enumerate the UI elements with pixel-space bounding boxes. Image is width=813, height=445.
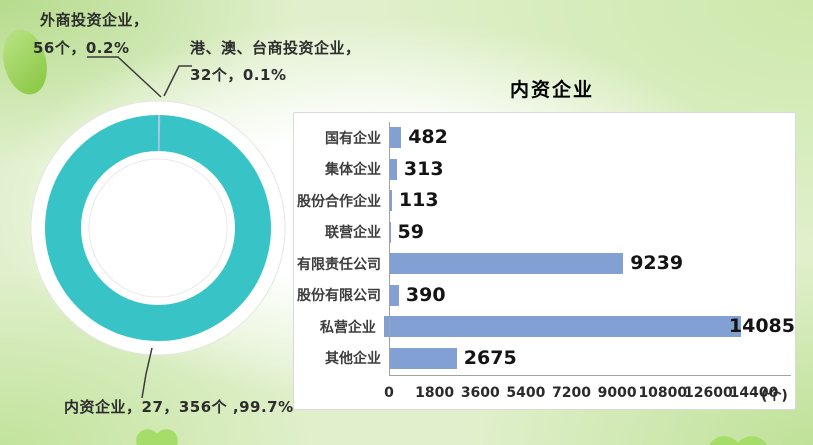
- donut-foreign-sliver-segment: [45, 115, 271, 341]
- bar-track: 9239: [389, 252, 795, 275]
- bar-category-label: 股份合作企业: [297, 193, 381, 210]
- bar-track: 390: [389, 283, 795, 306]
- donut-domestic-segment: [45, 115, 271, 341]
- bar-value-label: 2675: [463, 346, 517, 369]
- bar-rows: 国有企业 482 集体企业 313 股份合作企业 113 联营企业 59 有限责任公司 9239 股…: [294, 122, 795, 374]
- bar-value-label: 14085: [728, 315, 795, 338]
- leader-line-domestic: [141, 347, 153, 399]
- x-axis-tick-label: 9000: [597, 385, 637, 401]
- bar-row: 联营企业 59: [294, 217, 795, 249]
- bar-value-label: 9239: [630, 252, 684, 275]
- donut-outer-plate: [30, 100, 286, 356]
- bar: [389, 127, 402, 149]
- leader-line-hmt: [163, 65, 192, 97]
- bar-category-label: 联营企业: [325, 225, 381, 242]
- bar-row: 股份合作企业 113: [294, 185, 795, 217]
- bar-row: 股份有限公司 390: [294, 280, 795, 312]
- bar-row: 有限责任公司 9239: [294, 248, 795, 280]
- bar-track: 2675: [389, 346, 795, 369]
- x-axis-tick-label: 7200: [552, 385, 591, 401]
- x-axis-line: [389, 375, 791, 376]
- x-axis-tick-label: 3600: [460, 385, 500, 401]
- heart-shape: [709, 436, 767, 445]
- callout-foreign-value: 56个，0.2%: [33, 39, 130, 57]
- bar-track: 482: [389, 126, 795, 149]
- bar-track: 14085: [383, 315, 795, 338]
- heart-shape: [136, 429, 178, 445]
- bar: [389, 253, 624, 275]
- callout-hmt-name: 港、澳、台商投资企业，: [190, 39, 361, 57]
- callout-hmt-value: 32个，0.1%: [190, 66, 287, 84]
- bar: [389, 158, 397, 180]
- bar-chart-title: 内资企业: [510, 79, 595, 101]
- bar-row: 其他企业 2675: [294, 343, 795, 375]
- x-axis-tick-label: 12600: [684, 385, 733, 401]
- callout-domestic: 内资企业，27，356个 ,99.7%: [64, 398, 294, 416]
- x-axis-tick-label: 0: [384, 385, 394, 401]
- leaf-decoration: [3, 29, 47, 95]
- bar-category-label: 有限责任公司: [297, 256, 381, 273]
- bar: [389, 190, 392, 212]
- bar: [383, 316, 741, 338]
- x-axis-tick-label: 1800: [415, 385, 455, 401]
- bar-track: 59: [389, 220, 795, 243]
- leader-line-foreign: [87, 56, 162, 98]
- bar-row: 国有企业 482: [294, 122, 795, 154]
- bar-row: 私营企业 14085: [294, 311, 795, 343]
- bar-value-label: 390: [405, 283, 446, 306]
- bar-category-label: 国有企业: [325, 130, 381, 147]
- heart-decoration-bottom-right: [709, 436, 767, 445]
- y-axis-line: [389, 122, 390, 375]
- bar-value-label: 59: [397, 220, 424, 243]
- callout-foreign-name: 外商投资企业，: [40, 11, 149, 29]
- bar-chart-panel: 国有企业 482 集体企业 313 股份合作企业 113 联营企业 59 有限责任公司 9239 股…: [293, 112, 796, 410]
- bar-track: 113: [389, 189, 795, 212]
- donut-inner-accent-ring: [88, 158, 228, 298]
- bar-category-label: 集体企业: [325, 162, 381, 179]
- x-axis-ticks: 0 1800 3600 5400 7200 9000 10800 12600 14400 (个): [384, 385, 795, 407]
- bar-value-label: 113: [398, 189, 439, 212]
- bar-value-label: 482: [408, 126, 448, 149]
- bar: [389, 347, 457, 369]
- bar: [389, 284, 399, 306]
- x-axis-tick-label: 10800: [638, 385, 688, 401]
- heart-decoration-bottom-center: [136, 429, 178, 445]
- x-axis-tick-label: 14400: [729, 385, 779, 401]
- bar-category-label: 股份有限公司: [297, 288, 381, 305]
- bar-track: 313: [389, 157, 795, 180]
- bar-category-label: 私营企业: [319, 319, 376, 336]
- x-axis-unit-label: (个): [761, 388, 788, 404]
- bar-value-label: 313: [403, 157, 444, 180]
- bar-category-label: 其他企业: [325, 351, 381, 368]
- x-axis-tick-label: 5400: [506, 385, 546, 401]
- bar-row: 集体企业 313: [294, 154, 795, 186]
- leaf-shape: [3, 29, 47, 95]
